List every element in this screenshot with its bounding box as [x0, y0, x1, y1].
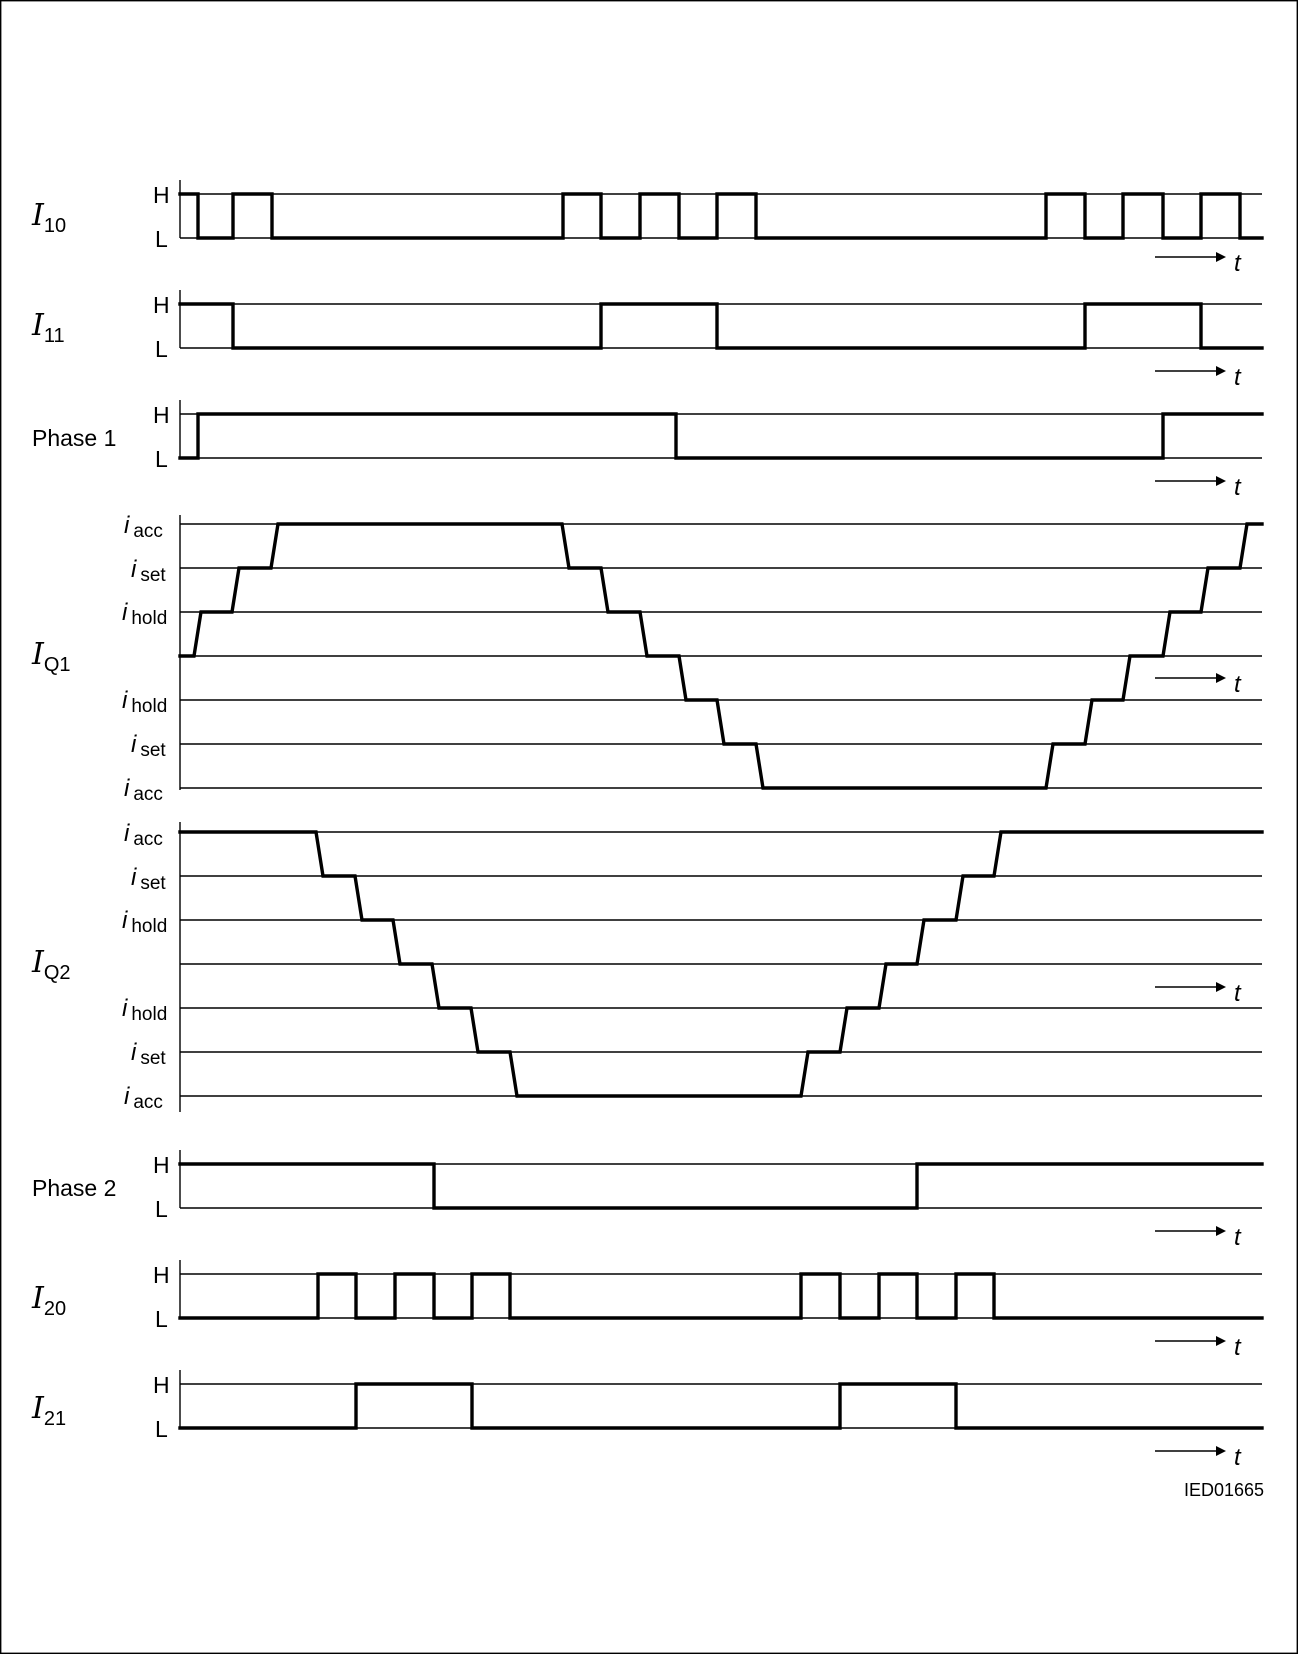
iq1-hold-neg-label: i hold	[122, 687, 167, 717]
i11-time-label: t	[1234, 364, 1242, 391]
signal-iq1: IQ1 i acc i set i hold i hold i set i acc t	[31, 512, 1264, 805]
i11-waveform	[178, 302, 1264, 350]
iq1-hold-pos-label: i hold	[122, 599, 167, 629]
i21-time-label: t	[1234, 1444, 1242, 1471]
i21-waveform	[178, 1382, 1264, 1430]
signal-i20: I20 H L t	[31, 1260, 1264, 1361]
signal-iq1-label: IQ1	[31, 637, 71, 676]
i20-time-label: t	[1234, 1334, 1242, 1361]
i20-waveform	[178, 1272, 1264, 1320]
i20-high-label: H	[153, 1262, 170, 1288]
signal-iq2-label: IQ2	[31, 945, 71, 984]
signal-phase2: Phase 2 H L t	[32, 1150, 1264, 1251]
iq1-time-label: t	[1234, 671, 1242, 698]
iq1-waveform	[178, 522, 1264, 790]
phase1-waveform	[178, 412, 1264, 460]
iq2-time-label: t	[1234, 980, 1242, 1007]
signal-i10: I10 H L t	[31, 180, 1264, 277]
phase2-high-label: H	[153, 1152, 170, 1178]
i21-low-label: L	[155, 1416, 168, 1442]
phase1-low-label: L	[155, 446, 168, 472]
i10-high-label: H	[153, 182, 170, 208]
iq1-set-neg-label: i set	[131, 731, 166, 761]
diagram-reference-code: IED01665	[1184, 1480, 1264, 1500]
phase1-time-label: t	[1234, 474, 1242, 501]
i10-low-label: L	[155, 226, 168, 252]
signal-i11: I11 H L t	[31, 290, 1264, 391]
phase1-high-label: H	[153, 402, 170, 428]
iq2-acc-pos-label: i acc	[124, 820, 163, 850]
i10-time-label: t	[1234, 250, 1242, 277]
signal-iq2: IQ2 i acc i set i hold i hold i set i acc t	[31, 820, 1264, 1113]
iq2-hold-neg-label: i hold	[122, 995, 167, 1025]
phase2-low-label: L	[155, 1196, 168, 1222]
signal-phase1-label: Phase 1	[32, 425, 116, 451]
signal-i10-label: I10	[31, 198, 66, 237]
i10-waveform	[178, 192, 1264, 240]
signal-i11-label: I11	[31, 308, 65, 347]
signal-i21: I21 H L t	[31, 1370, 1264, 1471]
signal-phase2-label: Phase 2	[32, 1175, 116, 1201]
iq2-set-neg-label: i set	[131, 1039, 166, 1069]
iq1-acc-neg-label: i acc	[124, 775, 163, 805]
iq1-acc-pos-label: i acc	[124, 512, 163, 542]
phase2-waveform	[178, 1162, 1264, 1210]
iq2-waveform	[178, 830, 1264, 1098]
signal-i20-label: I20	[31, 1281, 66, 1320]
i11-low-label: L	[155, 336, 168, 362]
i11-high-label: H	[153, 292, 170, 318]
signal-phase1: Phase 1 H L t	[32, 400, 1264, 501]
i21-high-label: H	[153, 1372, 170, 1398]
iq2-hold-pos-label: i hold	[122, 907, 167, 937]
iq2-acc-neg-label: i acc	[124, 1083, 163, 1113]
phase2-time-label: t	[1234, 1224, 1242, 1251]
i20-low-label: L	[155, 1306, 168, 1332]
signal-i21-label: I21	[31, 1391, 66, 1430]
iq1-set-pos-label: i set	[131, 556, 166, 586]
iq2-set-pos-label: i set	[131, 864, 166, 894]
